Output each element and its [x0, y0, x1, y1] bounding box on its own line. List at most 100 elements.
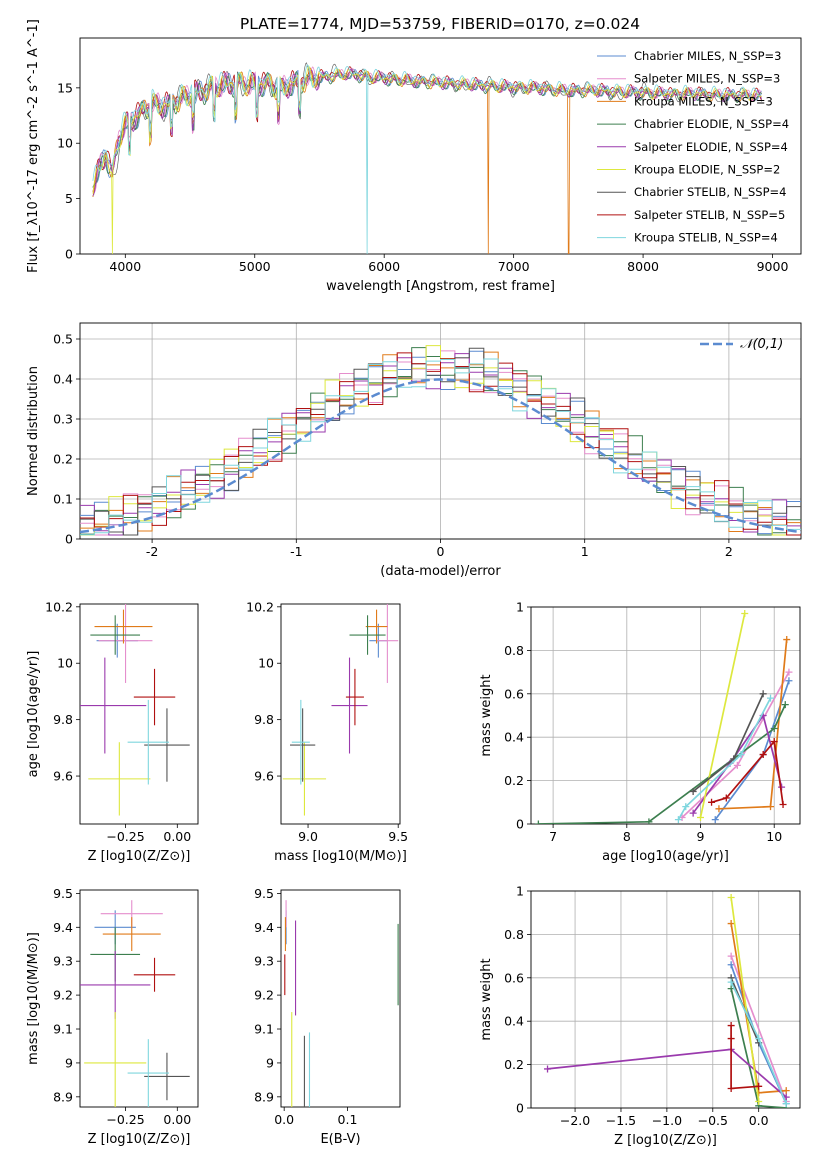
- weight-marker: [544, 1065, 552, 1073]
- plot-area: [284, 900, 399, 1107]
- y-tick-label: 0.1: [53, 492, 73, 507]
- plot-area: [544, 894, 790, 1108]
- weight-marker: [755, 1035, 763, 1043]
- y-tick-label: 9.8: [254, 712, 274, 727]
- errorbar-point: [127, 699, 170, 785]
- x-tick-label: −1.5: [606, 1113, 636, 1128]
- y-tick-label: 10: [258, 656, 274, 671]
- errorbar-point: [133, 957, 176, 992]
- y-tick-label: 9.4: [254, 920, 274, 935]
- y-tick-label: 9: [266, 1055, 274, 1070]
- normal-reference-curve: [80, 378, 801, 534]
- y-tick-label: 15: [57, 80, 73, 95]
- axes-frame: [280, 603, 401, 825]
- weight-marker: [779, 800, 787, 808]
- weight-marker: [727, 1035, 735, 1043]
- x-axis-label: (data-model)/error: [380, 564, 501, 579]
- weight-marker: [534, 820, 542, 824]
- axes-frame: [280, 889, 401, 1108]
- x-tick-label: 8000: [627, 259, 659, 274]
- x-tick-label: −2.0: [560, 1113, 590, 1128]
- mass-weight-vs-age-plot: 7 8 9 10 0 0.2 0.4 0.6 0.8 1 age [log10(age/yr)] ma…: [479, 600, 801, 864]
- y-tick-label: 0.2: [504, 1057, 524, 1072]
- axes-frame: [79, 889, 199, 1108]
- histogram-series-6: [80, 347, 801, 536]
- weight-marker: [727, 894, 735, 902]
- weight-marker: [727, 1022, 735, 1030]
- x-tick-label: 2: [725, 544, 733, 559]
- x-tick-label: 1: [581, 544, 589, 559]
- weight-marker: [645, 818, 653, 824]
- y-tick-label: 10: [57, 656, 73, 671]
- x-tick-label: −0.25: [106, 1112, 144, 1127]
- x-axis-label: Z [log10(Z/Z⊙)]: [614, 1133, 717, 1148]
- y-tick-label: 8.9: [254, 1089, 274, 1104]
- histogram-series-5: [80, 345, 801, 536]
- y-tick-label: 0.2: [504, 773, 524, 788]
- y-tick-label: 9: [65, 1055, 73, 1070]
- weight-marker: [770, 738, 778, 746]
- age-vs-metallicity-plot: −0.25 0.00 9.6 9.8 10 10.2 Z [log10(Z/Z⊙)] age …: [26, 599, 199, 864]
- weight-marker: [783, 636, 791, 644]
- weight-line-8: [677, 697, 772, 821]
- weight-marker: [782, 1087, 790, 1095]
- x-tick-label: 0.1: [338, 1112, 358, 1127]
- errorbar-point: [282, 742, 327, 816]
- x-tick-label: −0.5: [698, 1113, 728, 1128]
- y-tick-label: 10: [57, 136, 73, 151]
- y-axis-label: mass weight: [479, 674, 494, 756]
- x-axis-label: mass [log10(M/M⊙)]: [274, 849, 407, 864]
- y-tick-label: 9.4: [53, 920, 73, 935]
- weight-marker: [759, 690, 767, 698]
- weight-marker: [689, 809, 697, 817]
- x-tick-label: 0.0: [274, 1112, 294, 1127]
- y-tick-label: 8.9: [53, 1089, 73, 1104]
- x-axis-label: wavelength [Angstrom, rest frame]: [326, 279, 555, 294]
- weight-marker: [727, 978, 735, 986]
- errorbar-point: [365, 609, 388, 644]
- weight-marker: [674, 816, 682, 824]
- weight-marker: [737, 751, 745, 759]
- y-tick-label: 9.8: [53, 712, 73, 727]
- x-tick-label: 9: [697, 829, 705, 844]
- errorbar-point: [127, 1039, 170, 1107]
- axis-ticks: −2.0 −1.5 −1.0 −0.5 0.0 0 0.2 0.4 0.6 0.8 1: [504, 884, 769, 1129]
- histogram-series-7: [80, 352, 801, 536]
- y-tick-label: 0.6: [504, 686, 524, 701]
- weight-line-6: [692, 693, 764, 793]
- histogram-series-8: [80, 358, 801, 536]
- axis-ticks: 9.0 9.5 9.6 9.8 10 10.2: [246, 599, 408, 844]
- legend-entry: Kroupa ELODIE, N_SSP=2: [634, 163, 780, 177]
- x-axis-label: Z [log10(Z/Z⊙)]: [88, 1132, 191, 1147]
- x-tick-label: -1: [290, 544, 302, 559]
- errorbar-point: [133, 668, 176, 726]
- x-tick-label: 0.00: [163, 829, 191, 844]
- weight-marker: [755, 1082, 763, 1090]
- x-tick-label: 6000: [368, 259, 400, 274]
- y-tick-label: 0: [65, 247, 73, 262]
- plot-area: [80, 900, 190, 1107]
- plot-area: [80, 604, 190, 816]
- x-axis-label: age [log10(age/yr)]: [602, 849, 729, 864]
- plot-area: [282, 604, 399, 816]
- y-tick-label: 0: [516, 1101, 524, 1116]
- weight-marker: [782, 1100, 790, 1108]
- y-axis-label: mass weight: [479, 958, 494, 1040]
- axis-ticks: -2 -1 0 1 2 0 0.1 0.2 0.3 0.4 0.5: [53, 332, 733, 560]
- legend-entry: Salpeter MILES, N_SSP=3: [634, 72, 780, 86]
- legend-entry: Kroupa STELIB, N_SSP=4: [634, 231, 778, 245]
- weight-marker: [741, 610, 749, 618]
- x-tick-label: 9.0: [298, 829, 318, 844]
- weight-marker: [770, 725, 778, 733]
- y-tick-label: 0.2: [53, 452, 73, 467]
- y-tick-label: 9.2: [254, 988, 274, 1003]
- weight-marker: [727, 920, 735, 928]
- mass-weight-vs-metallicity-plot: −2.0 −1.5 −1.0 −0.5 0.0 0 0.2 0.4 0.6 0.8 1 Z [log1…: [479, 884, 801, 1148]
- y-axis-label: mass [log10(M/M⊙)]: [26, 932, 41, 1065]
- errorbar-point: [291, 699, 310, 785]
- axis-ticks: −0.25 0.00 9.6 9.8 10 10.2: [45, 599, 191, 844]
- spectrum-plot: 4000 5000 6000 7000 8000 9000 0 5 10 15 wavelength…: [26, 19, 802, 294]
- y-tick-label: 9.2: [53, 988, 73, 1003]
- plot-area: [92, 62, 762, 254]
- residuals-plot: -2 -1 0 1 2 0 0.1 0.2 0.3 0.4 0.5 (data-model)/erro…: [26, 322, 802, 579]
